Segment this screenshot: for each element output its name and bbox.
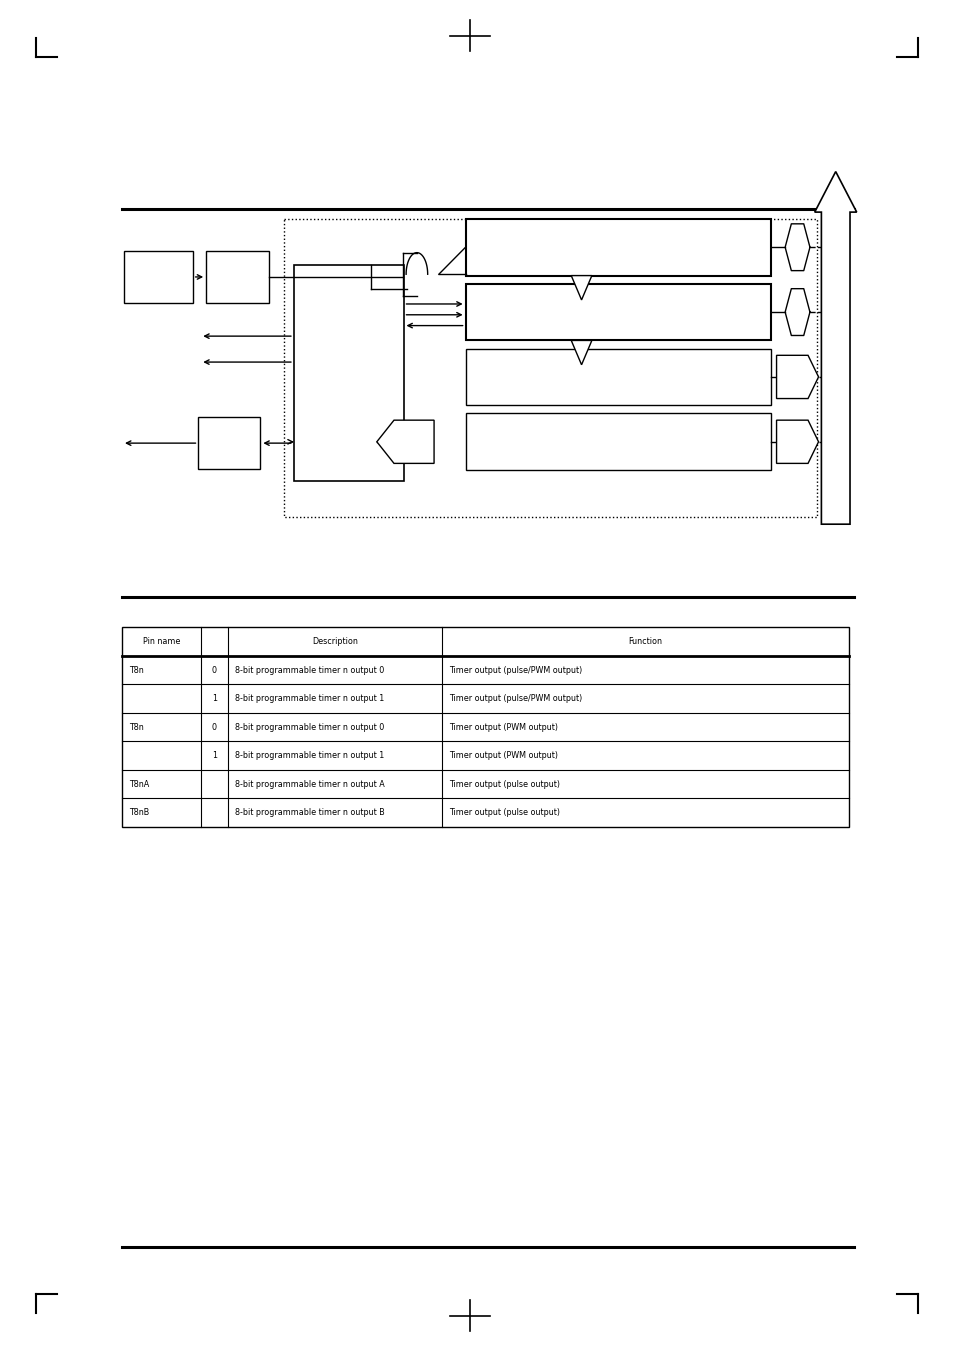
- Text: Timer output (pulse/PWM output): Timer output (pulse/PWM output): [448, 666, 581, 674]
- FancyBboxPatch shape: [122, 627, 848, 827]
- Text: T8nA: T8nA: [129, 780, 149, 789]
- Text: T8n: T8n: [129, 723, 143, 732]
- Text: 8-bit programmable timer n output A: 8-bit programmable timer n output A: [234, 780, 384, 789]
- FancyBboxPatch shape: [465, 284, 770, 340]
- FancyBboxPatch shape: [294, 265, 403, 481]
- Polygon shape: [814, 172, 856, 524]
- Text: T8nB: T8nB: [129, 808, 149, 817]
- Text: Timer output (PWM output): Timer output (PWM output): [448, 723, 558, 732]
- Text: Timer output (PWM output): Timer output (PWM output): [448, 751, 558, 761]
- FancyBboxPatch shape: [465, 219, 770, 276]
- Text: Pin name: Pin name: [143, 636, 180, 646]
- Text: Timer output (pulse output): Timer output (pulse output): [448, 780, 559, 789]
- FancyBboxPatch shape: [465, 413, 770, 470]
- Text: 1: 1: [212, 694, 216, 703]
- Polygon shape: [776, 355, 818, 399]
- Polygon shape: [776, 420, 818, 463]
- Text: 8-bit programmable timer n output B: 8-bit programmable timer n output B: [234, 808, 384, 817]
- Text: 8-bit programmable timer n output 1: 8-bit programmable timer n output 1: [234, 694, 384, 703]
- FancyBboxPatch shape: [124, 251, 193, 303]
- FancyBboxPatch shape: [206, 251, 269, 303]
- Text: 0: 0: [212, 723, 216, 732]
- Text: 8-bit programmable timer n output 0: 8-bit programmable timer n output 0: [234, 723, 384, 732]
- FancyBboxPatch shape: [465, 349, 770, 405]
- Text: 8-bit programmable timer n output 1: 8-bit programmable timer n output 1: [234, 751, 384, 761]
- FancyBboxPatch shape: [198, 417, 260, 469]
- Text: 8-bit programmable timer n output 0: 8-bit programmable timer n output 0: [234, 666, 384, 674]
- Text: Function: Function: [628, 636, 661, 646]
- Text: 1: 1: [212, 751, 216, 761]
- Text: T8n: T8n: [129, 666, 143, 674]
- Text: Description: Description: [312, 636, 357, 646]
- Text: Timer output (pulse/PWM output): Timer output (pulse/PWM output): [448, 694, 581, 703]
- Polygon shape: [571, 276, 591, 300]
- Text: 0: 0: [212, 666, 216, 674]
- Polygon shape: [571, 340, 591, 365]
- Polygon shape: [376, 420, 434, 463]
- Text: Timer output (pulse output): Timer output (pulse output): [448, 808, 559, 817]
